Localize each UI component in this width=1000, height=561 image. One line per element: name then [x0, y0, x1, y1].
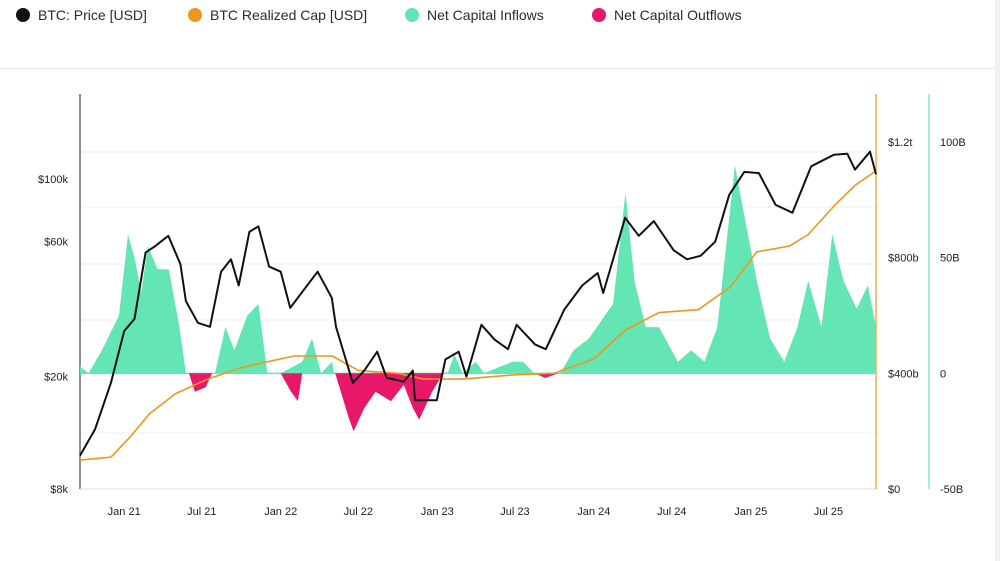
- net-flow-tick-label: 100B: [940, 137, 966, 149]
- net-capital-inflows-area: [80, 165, 876, 374]
- btc-price-line: [79, 150, 877, 457]
- net-flow-areas: [80, 165, 876, 432]
- x-tick-label: Jan 22: [264, 506, 297, 518]
- x-tick-label: Jul 24: [657, 506, 686, 518]
- legend-dot-outflows: [592, 8, 606, 22]
- realized-cap-tick-label: $0: [888, 484, 900, 496]
- x-tick-label: Jul 23: [500, 506, 529, 518]
- realized-cap-line: [79, 170, 877, 461]
- net-flow-tick-label: 0: [940, 368, 946, 380]
- realized-cap-tick-label: $400b: [888, 368, 919, 380]
- legend-dot-btc-price: [16, 8, 30, 22]
- legend-item-realized-cap[interactable]: BTC Realized Cap [USD]: [188, 7, 367, 23]
- legend-dot-inflows: [405, 8, 419, 22]
- x-tick-label: Jan 21: [108, 506, 141, 518]
- price-tick-label: $100k: [38, 174, 68, 186]
- realized-cap-tick-label: $1.2t: [888, 137, 912, 149]
- price-tick-label: $20k: [44, 372, 68, 384]
- x-tick-label: Jul 25: [814, 506, 843, 518]
- legend-label-realized-cap: BTC Realized Cap [USD]: [210, 7, 368, 23]
- net-capital-outflows-area: [188, 373, 559, 432]
- x-tick-label: Jul 21: [187, 506, 216, 518]
- x-tick-label: Jul 22: [344, 506, 373, 518]
- legend-label-outflows: Net Capital Outflows: [614, 7, 742, 23]
- x-tick-label: Jan 25: [734, 506, 767, 518]
- realized-cap-tick-label: $800b: [888, 253, 919, 265]
- legend-label-btc-price: BTC: Price [USD]: [38, 7, 147, 23]
- right-edge: [995, 0, 1000, 561]
- price-tick-label: $8k: [50, 484, 68, 496]
- net-flow-tick-label: -50B: [940, 484, 963, 496]
- legend-dot-realized-cap: [188, 8, 202, 22]
- legend: BTC: Price [USD] BTC Realized Cap [USD] …: [0, 0, 1000, 69]
- series-lines: [79, 150, 877, 461]
- legend-item-outflows[interactable]: Net Capital Outflows: [592, 7, 742, 23]
- tick-labels: $8k $20k $60k $100k $0 $400b $800b $1.2t -50B 0 50…: [38, 137, 966, 518]
- x-tick-label: Jan 24: [577, 506, 610, 518]
- legend-label-inflows: Net Capital Inflows: [427, 7, 544, 23]
- net-flow-tick-label: 50B: [940, 253, 960, 265]
- chart-axes: [79, 94, 930, 490]
- legend-item-inflows[interactable]: Net Capital Inflows: [405, 7, 544, 23]
- x-tick-label: Jan 23: [421, 506, 454, 518]
- legend-item-btc-price[interactable]: BTC: Price [USD]: [16, 7, 147, 23]
- price-tick-label: $60k: [44, 237, 68, 249]
